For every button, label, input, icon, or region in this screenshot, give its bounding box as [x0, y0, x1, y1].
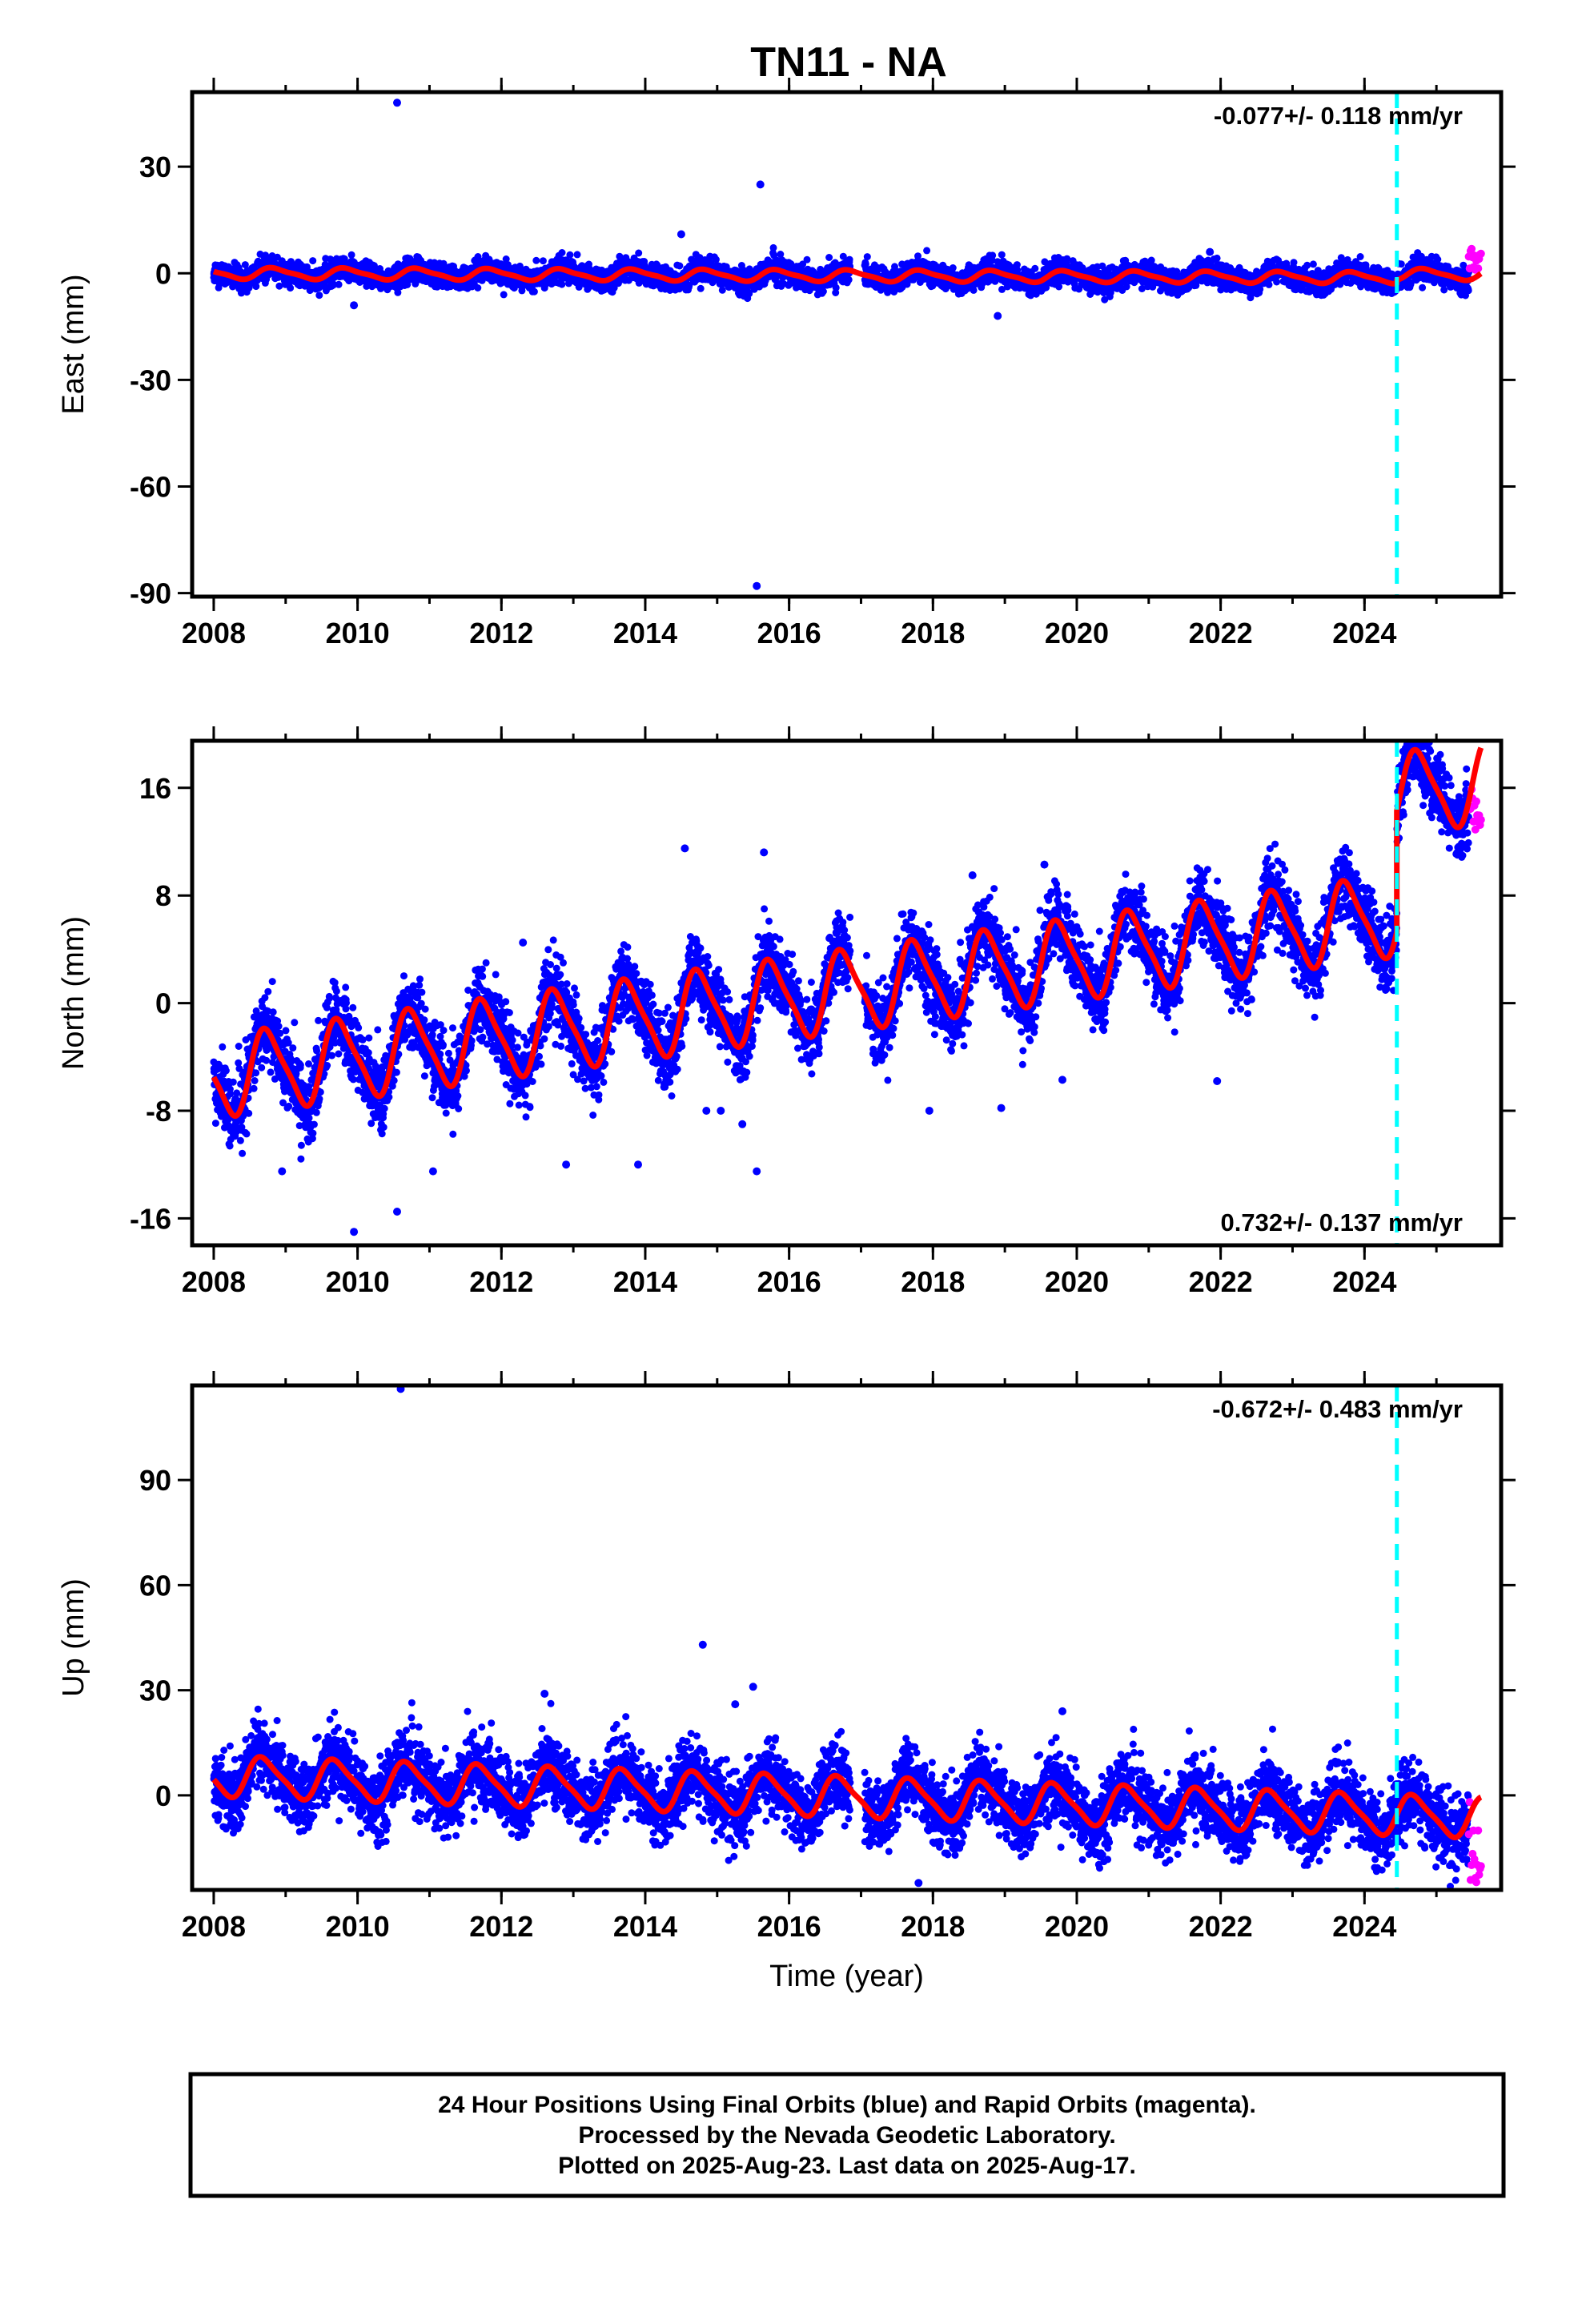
east-data-point	[863, 253, 871, 261]
east-data-point	[923, 247, 931, 255]
east-data-point	[745, 290, 753, 298]
east-data-point	[315, 292, 323, 300]
east-data-point	[998, 251, 1006, 259]
east-data-point	[989, 251, 997, 259]
east-data-point	[530, 287, 538, 296]
east-data-point	[558, 280, 566, 288]
east-data-point	[539, 257, 547, 265]
east-data-point	[329, 281, 337, 289]
east-data-point	[558, 249, 566, 256]
east-data-point	[769, 243, 777, 251]
east-data-point	[845, 255, 853, 263]
east-data-point	[825, 254, 833, 261]
figure-title: TN11 - NA	[750, 39, 947, 86]
east-data-point	[914, 252, 921, 260]
east-data-point	[635, 249, 643, 257]
east-data-point	[252, 283, 260, 291]
east-data-point	[1147, 256, 1155, 264]
east-data-point	[440, 259, 448, 267]
east-data-point	[718, 286, 726, 294]
east-data-point	[241, 261, 249, 269]
east-data-point	[532, 256, 540, 264]
east-data-point	[676, 262, 684, 270]
east-data-point	[712, 255, 720, 263]
east-data-point	[819, 287, 827, 296]
east-data-point	[1031, 264, 1039, 272]
east-data-point	[516, 262, 524, 270]
east-data-point	[275, 282, 283, 290]
east-data-point	[502, 255, 510, 263]
east-data-point	[845, 275, 853, 283]
east-data-point	[394, 288, 402, 296]
east-data-point	[832, 283, 840, 292]
east-panel: 2008 2010 2012 2014 2016 2018 2020 2022 2024300-…	[57, 78, 1516, 649]
east-data-point	[404, 281, 412, 288]
east-data-point	[474, 284, 482, 292]
east-data-point	[500, 291, 508, 299]
east-data-point	[1213, 254, 1221, 262]
east-data-point	[306, 287, 314, 295]
east-data-point	[610, 283, 618, 292]
east-data-point	[335, 280, 343, 288]
east-data-point	[566, 251, 574, 259]
east-data-point	[347, 251, 355, 259]
east-data-point	[309, 257, 317, 265]
east-data-point	[287, 284, 295, 292]
east-data-point	[970, 286, 978, 294]
east-data-point	[573, 251, 581, 259]
east-data-point	[803, 255, 811, 263]
east-data-point	[949, 264, 957, 271]
east-data-layer	[210, 99, 1485, 590]
east-data-point	[697, 284, 705, 292]
